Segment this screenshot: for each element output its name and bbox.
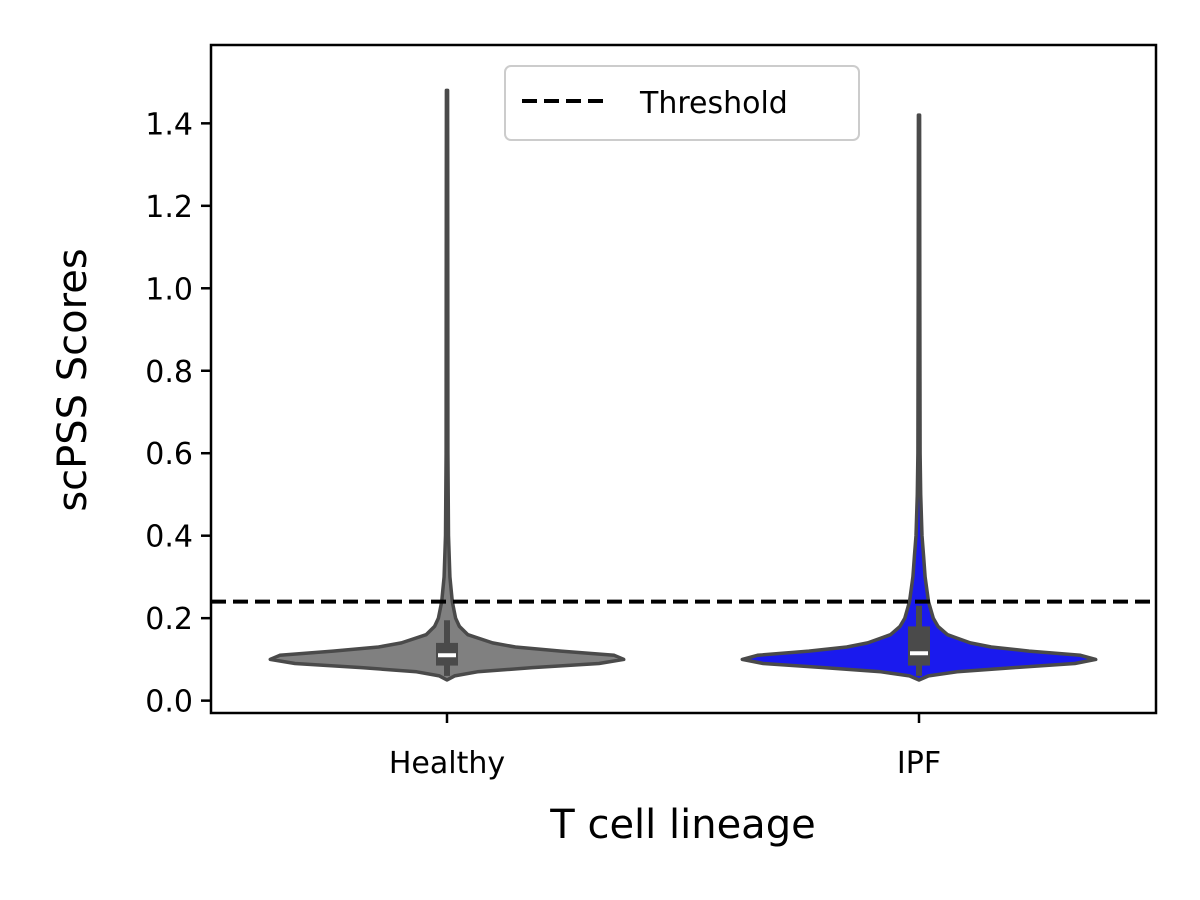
axes: 0.0 0.2 0.4 0.6 0.8 1.0 1.2 1.4 Healthy IPF (145, 43, 1158, 781)
y-tick-label: 0.4 (145, 520, 193, 555)
x-tick-label-healthy: Healthy (389, 746, 505, 781)
y-tick-label: 0.0 (145, 685, 193, 720)
y-tick-label: 0.8 (145, 355, 193, 390)
x-axis-label: T cell lineage (549, 802, 815, 848)
plot-frame (209, 43, 1158, 715)
y-tick-label: 0.2 (145, 602, 193, 637)
legend: Threshold (504, 65, 860, 141)
y-tick-label: 1.0 (145, 272, 193, 307)
violin-healthy (268, 88, 626, 682)
y-tick-label: 1.2 (145, 190, 193, 225)
legend-box (504, 65, 860, 141)
violin-ipf (740, 113, 1098, 682)
y-tick-label: 0.6 (145, 437, 193, 472)
y-axis-label: scPSS Scores (50, 248, 96, 511)
x-tick-label-ipf: IPF (897, 746, 941, 781)
iqr-box-ipf (908, 626, 930, 666)
y-tick-label: 1.4 (145, 107, 193, 142)
legend-threshold-label: Threshold (639, 86, 788, 121)
plot-area (211, 88, 1156, 682)
